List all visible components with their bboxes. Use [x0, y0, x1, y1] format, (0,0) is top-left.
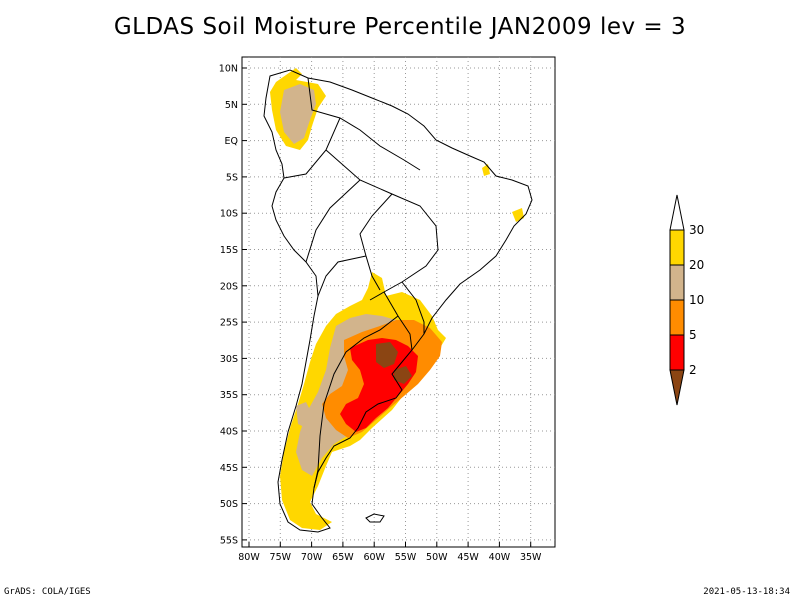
- footer-timestamp: 2021-05-13-18:34: [703, 587, 790, 597]
- lat-label: 25S: [220, 318, 238, 329]
- lon-label: 80W: [238, 552, 260, 563]
- lat-label: 35S: [220, 390, 238, 401]
- lat-label: 40S: [220, 427, 238, 438]
- shade-south-red: [340, 338, 418, 432]
- colorbar-label: 10: [689, 293, 704, 307]
- shade-ne-brazil: [512, 208, 524, 222]
- colorbar: 30 20 10 5 2: [669, 194, 704, 406]
- lon-label: 60W: [363, 552, 385, 563]
- percentile-shading: [270, 68, 524, 530]
- lat-label: 10S: [220, 209, 238, 220]
- colorbar-label: 5: [689, 328, 697, 342]
- lon-label: 70W: [301, 552, 323, 563]
- axis-labels: 10N 5N EQ 5S 10S 15S 20S 25S 30S 35S 40S 45S 50S 55S8…: [219, 64, 542, 564]
- lon-label: 40W: [489, 552, 511, 563]
- lon-label: 65W: [332, 552, 354, 563]
- lat-label: 45S: [220, 463, 238, 474]
- lon-label: 75W: [270, 552, 292, 563]
- shade-ne-brazil-2: [482, 164, 490, 176]
- lon-label: 35W: [520, 552, 542, 563]
- colorbar-label: 2: [689, 363, 697, 377]
- continent-outline: [263, 69, 533, 533]
- shade-south-brown: [376, 342, 398, 368]
- map-frame: [241, 56, 556, 548]
- colorbar-swatch: [669, 299, 685, 336]
- colorbar-label: 20: [689, 258, 704, 272]
- lon-label: 45W: [457, 552, 479, 563]
- colorbar-label: 30: [689, 223, 704, 237]
- lat-label: 20S: [220, 281, 238, 292]
- lat-label: 30S: [220, 354, 238, 365]
- map-title: GLDAS Soil Moisture Percentile JAN2009 l…: [113, 14, 687, 40]
- lat-label: 55S: [220, 535, 238, 546]
- colorbar-swatch: [669, 229, 685, 266]
- colorbar-swatch: [669, 334, 685, 371]
- shade-north-tan: [280, 84, 316, 144]
- colorbar-bottom-arrow: [669, 369, 685, 406]
- shade-patagonia-tan: [296, 402, 312, 428]
- lat-label: EQ: [225, 136, 238, 147]
- colorbar-swatch: [669, 264, 685, 301]
- lat-label: 5S: [226, 172, 238, 183]
- falkland-islands: [365, 513, 385, 523]
- country-borders: [283, 77, 439, 489]
- shade-south-brown-2: [394, 366, 412, 384]
- lon-label: 55W: [395, 552, 417, 563]
- colorbar-top-arrow: [669, 194, 685, 231]
- lat-label: 50S: [220, 499, 238, 510]
- footer-credit: GrADS: COLA/IGES: [4, 587, 91, 597]
- lat-label: 15S: [220, 245, 238, 256]
- lat-label: 10N: [219, 64, 238, 75]
- map-outlines: [263, 69, 533, 533]
- lat-label: 5N: [225, 100, 238, 111]
- lon-label: 50W: [426, 552, 448, 563]
